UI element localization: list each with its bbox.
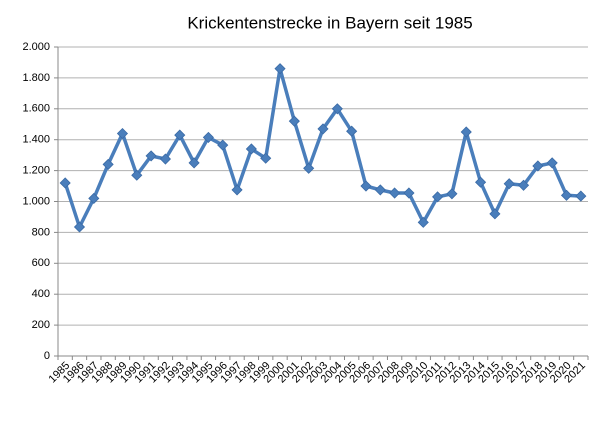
data-point bbox=[260, 152, 272, 164]
y-tick-label: 400 bbox=[32, 288, 50, 300]
y-tick-label: 1.400 bbox=[22, 134, 50, 146]
data-point bbox=[389, 187, 401, 199]
data-point bbox=[174, 129, 186, 141]
y-tick-label: 600 bbox=[32, 257, 50, 269]
data-point bbox=[346, 125, 358, 137]
data-point bbox=[446, 188, 458, 200]
data-point bbox=[460, 126, 472, 138]
y-tick-label: 1.200 bbox=[22, 165, 50, 177]
data-point bbox=[231, 184, 243, 196]
data-point bbox=[475, 176, 487, 188]
data-point bbox=[432, 191, 444, 203]
data-point bbox=[575, 190, 587, 202]
data-point bbox=[274, 63, 286, 75]
data-point bbox=[374, 184, 386, 196]
data-point bbox=[303, 162, 315, 174]
chart-title: Krickentenstrecke in Bayern seit 1985 bbox=[187, 13, 472, 32]
data-point bbox=[188, 157, 200, 169]
data-point bbox=[102, 158, 114, 170]
data-point bbox=[517, 179, 530, 191]
y-tick-label: 1.000 bbox=[22, 195, 50, 207]
data-point bbox=[116, 127, 129, 140]
data-point bbox=[245, 143, 257, 155]
data-point bbox=[560, 189, 573, 201]
data-point bbox=[145, 150, 157, 162]
y-tick-label: 0 bbox=[44, 350, 50, 362]
data-point bbox=[288, 115, 300, 127]
data-point bbox=[546, 157, 558, 169]
y-tick-label: 800 bbox=[32, 226, 50, 238]
data-point bbox=[88, 192, 100, 204]
data-point bbox=[159, 153, 171, 165]
data-point bbox=[217, 139, 229, 151]
y-tick-label: 2.000 bbox=[22, 41, 50, 53]
y-tick-label: 200 bbox=[32, 319, 50, 331]
data-point bbox=[331, 103, 343, 115]
data-point bbox=[317, 123, 329, 135]
data-point bbox=[73, 221, 86, 233]
y-tick-label: 1.800 bbox=[22, 72, 50, 84]
data-point bbox=[532, 160, 544, 172]
data-point bbox=[417, 216, 429, 228]
y-tick-label: 1.600 bbox=[22, 103, 50, 115]
data-point bbox=[202, 131, 214, 143]
data-point bbox=[489, 208, 501, 220]
data-point bbox=[403, 187, 415, 199]
data-point bbox=[503, 178, 515, 190]
data-point bbox=[131, 169, 143, 181]
data-point bbox=[59, 177, 71, 189]
data-point bbox=[360, 180, 372, 192]
